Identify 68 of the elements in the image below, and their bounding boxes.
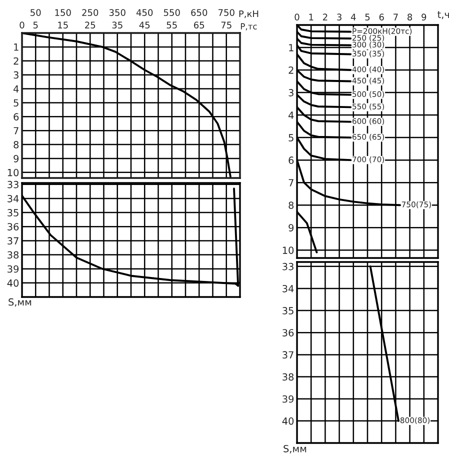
y-tick-label: 4 — [14, 85, 19, 92]
y-tick-label: 37 — [282, 351, 294, 359]
x2-tick-label: 5 — [33, 22, 38, 28]
y-tick-label: 39 — [282, 395, 294, 403]
x-tick-label: 50 — [30, 9, 41, 16]
y-tick-label: 3 — [14, 71, 18, 79]
y-tick-label: 4 — [288, 112, 294, 119]
y-tick-label: 8 — [14, 141, 19, 148]
y-tick-label: 6 — [288, 156, 294, 164]
x-axis-title: P,кН — [239, 10, 258, 18]
x-tick-label: 550 — [164, 9, 180, 16]
x-tick-label: 1 — [309, 14, 314, 20]
x-tick-label: 5 — [365, 14, 370, 20]
y-tick-label: 35 — [282, 307, 294, 314]
y-tick-label: 34 — [8, 194, 19, 202]
y-tick-label: 38 — [8, 251, 19, 259]
x2-tick-label: 25 — [85, 22, 96, 28]
x-tick-label: 3 — [337, 14, 342, 20]
y-tick-label: 6 — [14, 113, 19, 120]
y-tick-label: 1 — [14, 44, 18, 51]
x2-tick-label: 35 — [112, 22, 122, 28]
x-tick-label: 9 — [422, 14, 426, 20]
y-tick-label: 5 — [288, 134, 294, 142]
x-tick-label: 6 — [379, 14, 384, 20]
x-tick-label: 350 — [109, 9, 126, 16]
y-tick-label: 36 — [8, 223, 19, 230]
y-tick-label: 9 — [14, 154, 19, 162]
y-tick-label: 35 — [8, 209, 18, 216]
y-tick-label: 5 — [14, 99, 18, 107]
x-axis-title: t,ч — [438, 11, 449, 20]
x-tick-label: 4 — [350, 14, 356, 20]
x2-axis-title: P,тс — [240, 23, 257, 30]
y-tick-label: 9 — [288, 224, 294, 232]
x-tick-label: 8 — [408, 14, 412, 20]
y-tick-label: 37 — [8, 237, 18, 245]
y-tick-label: 10 — [282, 246, 294, 254]
x-tick-label: 250 — [82, 9, 98, 16]
y-tick-label: 7 — [14, 127, 18, 134]
x2-tick-label: 45 — [139, 22, 150, 28]
x-tick-label: 750 — [218, 9, 234, 16]
y-tick-label: 40 — [282, 417, 294, 425]
x-tick-label: 450 — [136, 9, 153, 16]
y-axis-title: S,мм — [284, 444, 306, 454]
y-axis-title: S,мм — [8, 298, 32, 307]
y-tick-label: 3 — [288, 89, 294, 96]
y-tick-label: 2 — [14, 57, 18, 65]
x2-tick-label: 0 — [20, 22, 24, 28]
x2-tick-label: 15 — [58, 22, 68, 28]
y-tick-label: 10 — [8, 168, 19, 176]
x-tick-label: 150 — [55, 9, 71, 16]
y-tick-label: 39 — [8, 265, 19, 273]
x-tick-label: 650 — [191, 9, 208, 16]
y-tick-label: 38 — [282, 373, 294, 381]
x2-tick-label: 75 — [221, 22, 232, 28]
x2-tick-label: 55 — [166, 22, 177, 28]
x-tick-label: 0 — [294, 14, 300, 20]
y-tick-label: 8 — [288, 202, 294, 209]
y-tick-label: 36 — [282, 329, 294, 336]
y-tick-label: 33 — [8, 180, 18, 188]
y-tick-label: 2 — [288, 66, 294, 74]
y-tick-label: 7 — [288, 179, 294, 186]
x-tick-label: 7 — [394, 14, 398, 20]
x2-tick-label: 65 — [194, 22, 204, 28]
y-tick-label: 33 — [282, 262, 294, 270]
y-tick-label: 34 — [282, 284, 294, 292]
y-tick-label: 40 — [7, 279, 19, 287]
x-tick-label: 2 — [322, 14, 328, 20]
y-tick-label: 1 — [289, 44, 294, 52]
